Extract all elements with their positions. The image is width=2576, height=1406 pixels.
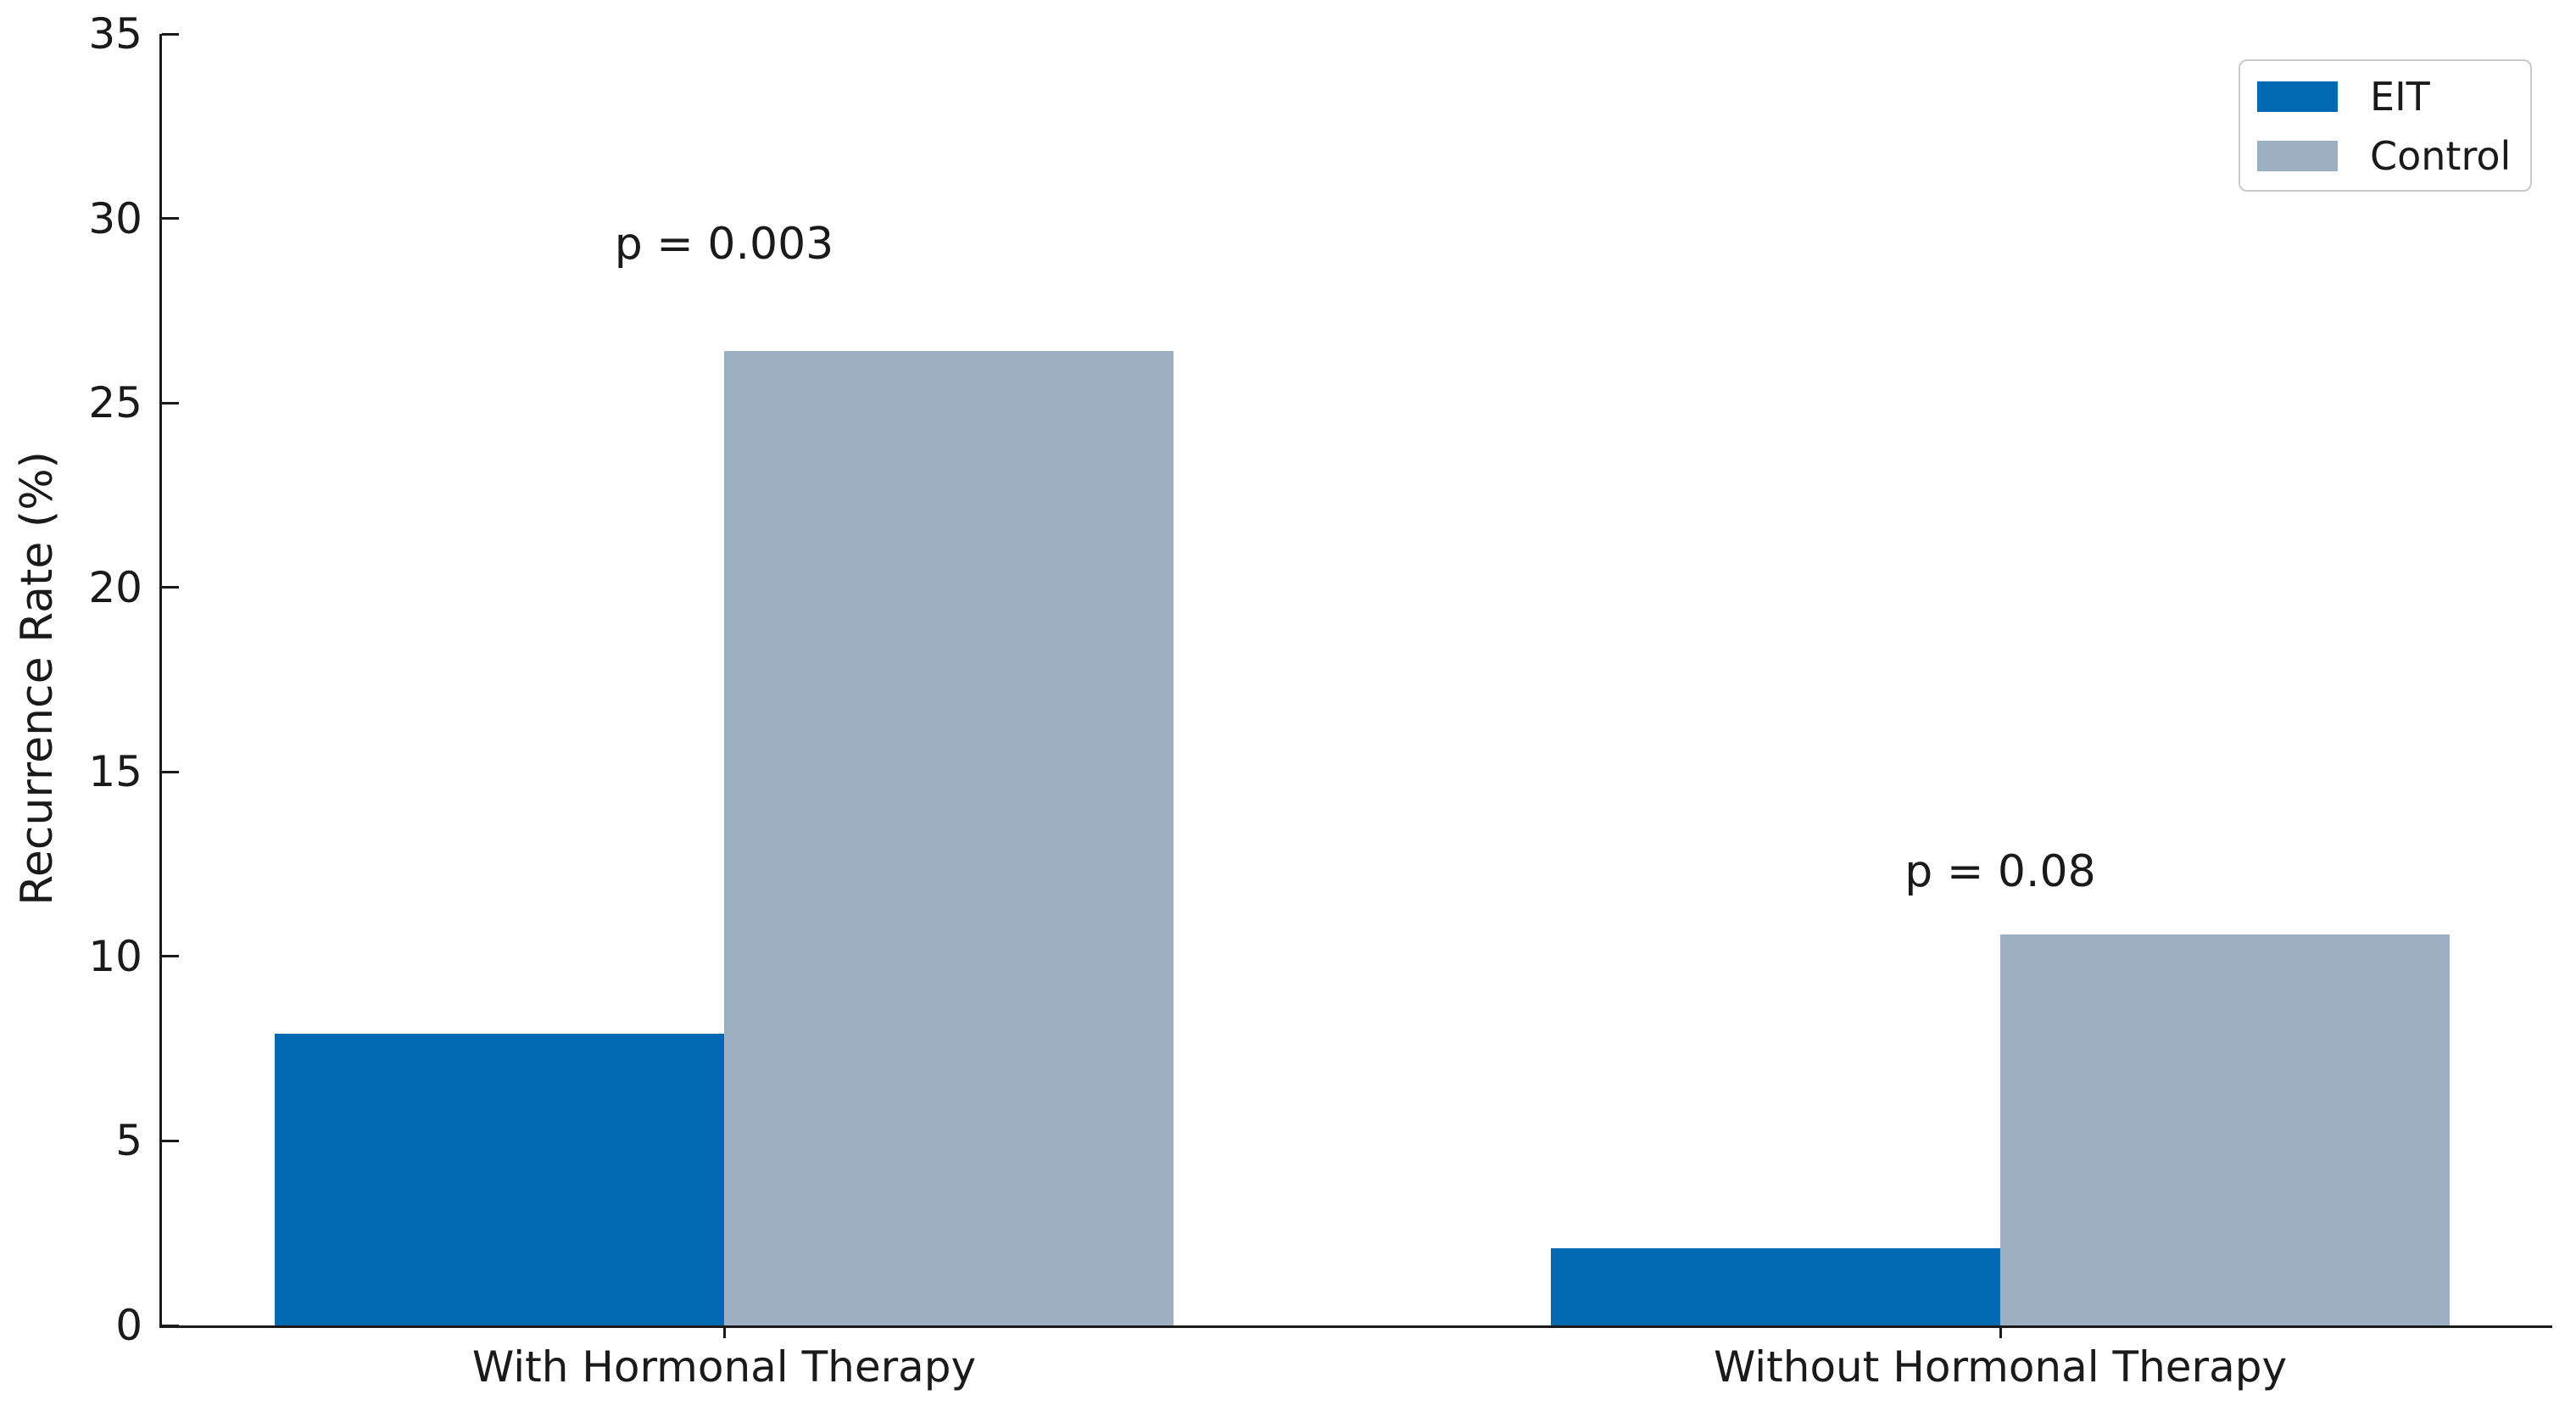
x-tick-mark [1999,1328,2002,1338]
bar-eit-without-hormonal-therapy [1551,1247,2000,1325]
legend-item-eit: EIT [2240,67,2530,126]
y-tick-mark [162,1139,179,1142]
y-tick-label: 5 [115,1116,142,1166]
legend-item-control: Control [2240,126,2530,186]
y-tick-mark [162,217,179,220]
y-tick-mark [162,1324,179,1327]
p-value-annotation: p = 0.003 [614,219,834,271]
eit-color-swatch [2257,81,2338,112]
bar-eit-with-hormonal-therapy [275,1034,724,1325]
y-tick-label: 0 [115,1301,142,1350]
y-tick-mark [162,401,179,405]
control-color-swatch [2257,141,2338,171]
x-tick-label-with-hormonal-therapy: With Hormonal Therapy [471,1342,977,1392]
y-axis-label: Recurrence Rate (%) [12,451,63,906]
legend-label-eit: EIT [2370,74,2430,120]
legend: EIT Control [2239,59,2532,192]
y-axis-line [159,34,162,1328]
x-tick-mark [722,1328,726,1338]
y-tick-label: 30 [88,193,142,243]
y-tick-mark [162,32,179,36]
y-tick-mark [162,955,179,958]
y-tick-mark [162,770,179,773]
bar-control-with-hormonal-therapy [724,351,1174,1325]
y-tick-label: 35 [88,9,142,59]
bar-control-without-hormonal-therapy [2000,934,2450,1325]
y-tick-label: 25 [88,378,142,428]
x-axis-line [159,1325,2552,1328]
y-tick-label: 20 [88,562,142,612]
legend-label-control: Control [2370,133,2512,179]
y-tick-label: 15 [88,747,142,797]
p-value-annotation: p = 0.08 [1904,845,2096,897]
y-tick-mark [162,586,179,589]
y-tick-label: 10 [88,931,142,981]
x-tick-label-without-hormonal-therapy: Without Hormonal Therapy [1713,1342,2288,1392]
